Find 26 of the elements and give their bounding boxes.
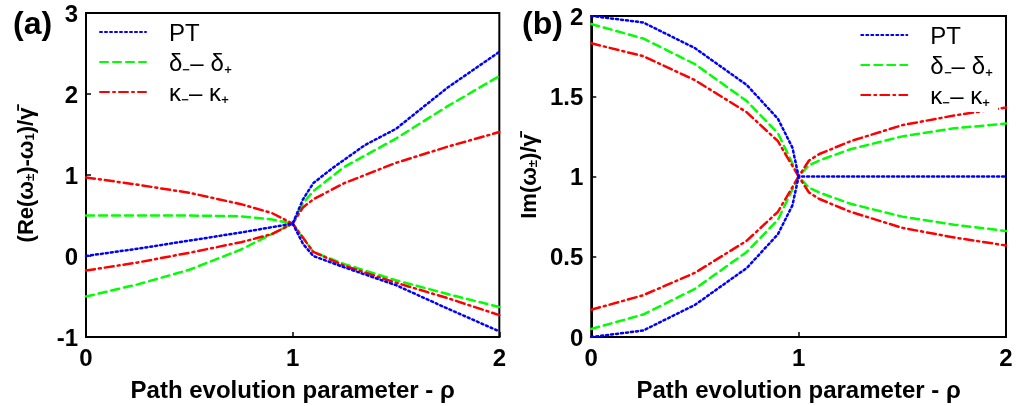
y-tick-label: 2 xyxy=(569,2,584,30)
x-tick-label: 1 xyxy=(285,343,300,371)
legend-label: PT xyxy=(930,21,962,49)
y-tick-label: 0 xyxy=(569,323,584,351)
legend-label: κ₋– κ₊ xyxy=(930,81,991,109)
x-axis-title: Path evolution parameter - ρ xyxy=(130,375,455,403)
legend-label: δ₋– δ₊ xyxy=(930,51,993,79)
chart-title: (a) xyxy=(13,5,53,41)
y-tick-label: 1.5 xyxy=(549,82,584,110)
y-tick-label: 1 xyxy=(569,163,584,190)
y-tick-label: 2 xyxy=(64,80,78,108)
x-tick-label: 1 xyxy=(791,343,806,371)
legend-label: δ₋– δ₊ xyxy=(169,48,232,76)
x-axis-title: Path evolution parameter - ρ xyxy=(636,375,961,403)
y-tick-label: 1 xyxy=(64,161,78,189)
x-tick-label: 2 xyxy=(999,343,1013,371)
legend-label: κ₋– κ₊ xyxy=(169,78,230,106)
y-tick-label: 0.5 xyxy=(549,243,584,271)
legend-label: PT xyxy=(169,18,201,46)
y-tick-label: 0 xyxy=(64,242,78,270)
x-tick-label: 2 xyxy=(492,343,507,371)
y-tick-label: 3 xyxy=(64,0,78,27)
y-axis-title: (Re(ω±)-ω1)/γ̄ xyxy=(12,103,38,243)
chart-title: (b) xyxy=(522,5,563,41)
y-axis-title: Im(ω±)/γ̄ xyxy=(515,130,541,219)
y-tick-label: -1 xyxy=(56,323,78,351)
